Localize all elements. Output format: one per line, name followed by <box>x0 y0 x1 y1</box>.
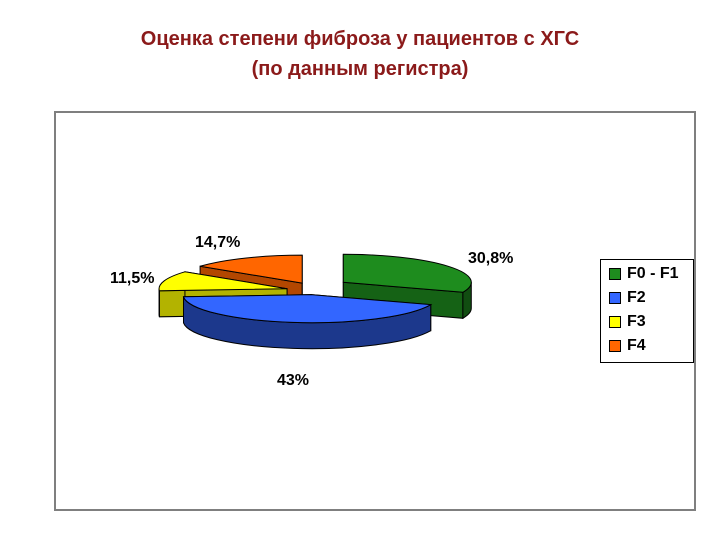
legend-label-f2: F2 <box>627 289 646 306</box>
legend-label-f3: F3 <box>627 313 646 330</box>
legend-item-f0-f1: F0 - F1 <box>609 264 679 284</box>
legend-item-f4: F4 <box>609 336 646 356</box>
legend-label-f4: F4 <box>627 337 646 354</box>
pie-slice-f2 <box>182 294 433 350</box>
data-label-f0-f1: 30,8% <box>468 250 514 267</box>
legend-swatch-f2 <box>609 292 621 304</box>
chart-title: Оценка степени фиброза у пациентов с ХГС… <box>0 24 720 84</box>
pie-top-f2 <box>182 294 433 324</box>
legend-swatch-f3 <box>609 316 621 328</box>
legend-label-f0-f1: F0 - F1 <box>627 265 679 282</box>
data-label-f4: 14,7% <box>195 234 241 251</box>
title-line-1: Оценка степени фиброза у пациентов с ХГС <box>140 28 580 50</box>
title-line-2: (по данным регистра) <box>251 58 469 80</box>
data-label-f3: 11,5% <box>110 270 155 287</box>
pie-top-f4 <box>199 254 303 284</box>
pie-top-f3 <box>158 271 288 292</box>
legend-item-f3: F3 <box>609 312 646 332</box>
legend-swatch-f0-f1 <box>609 268 621 280</box>
legend-swatch-f4 <box>609 340 621 352</box>
chart-legend: F0 - F1 F2 F3 F4 <box>600 259 694 363</box>
pie-top-f0-f1 <box>342 253 472 293</box>
legend-item-f2: F2 <box>609 288 646 308</box>
data-label-f2: 43% <box>277 372 310 389</box>
